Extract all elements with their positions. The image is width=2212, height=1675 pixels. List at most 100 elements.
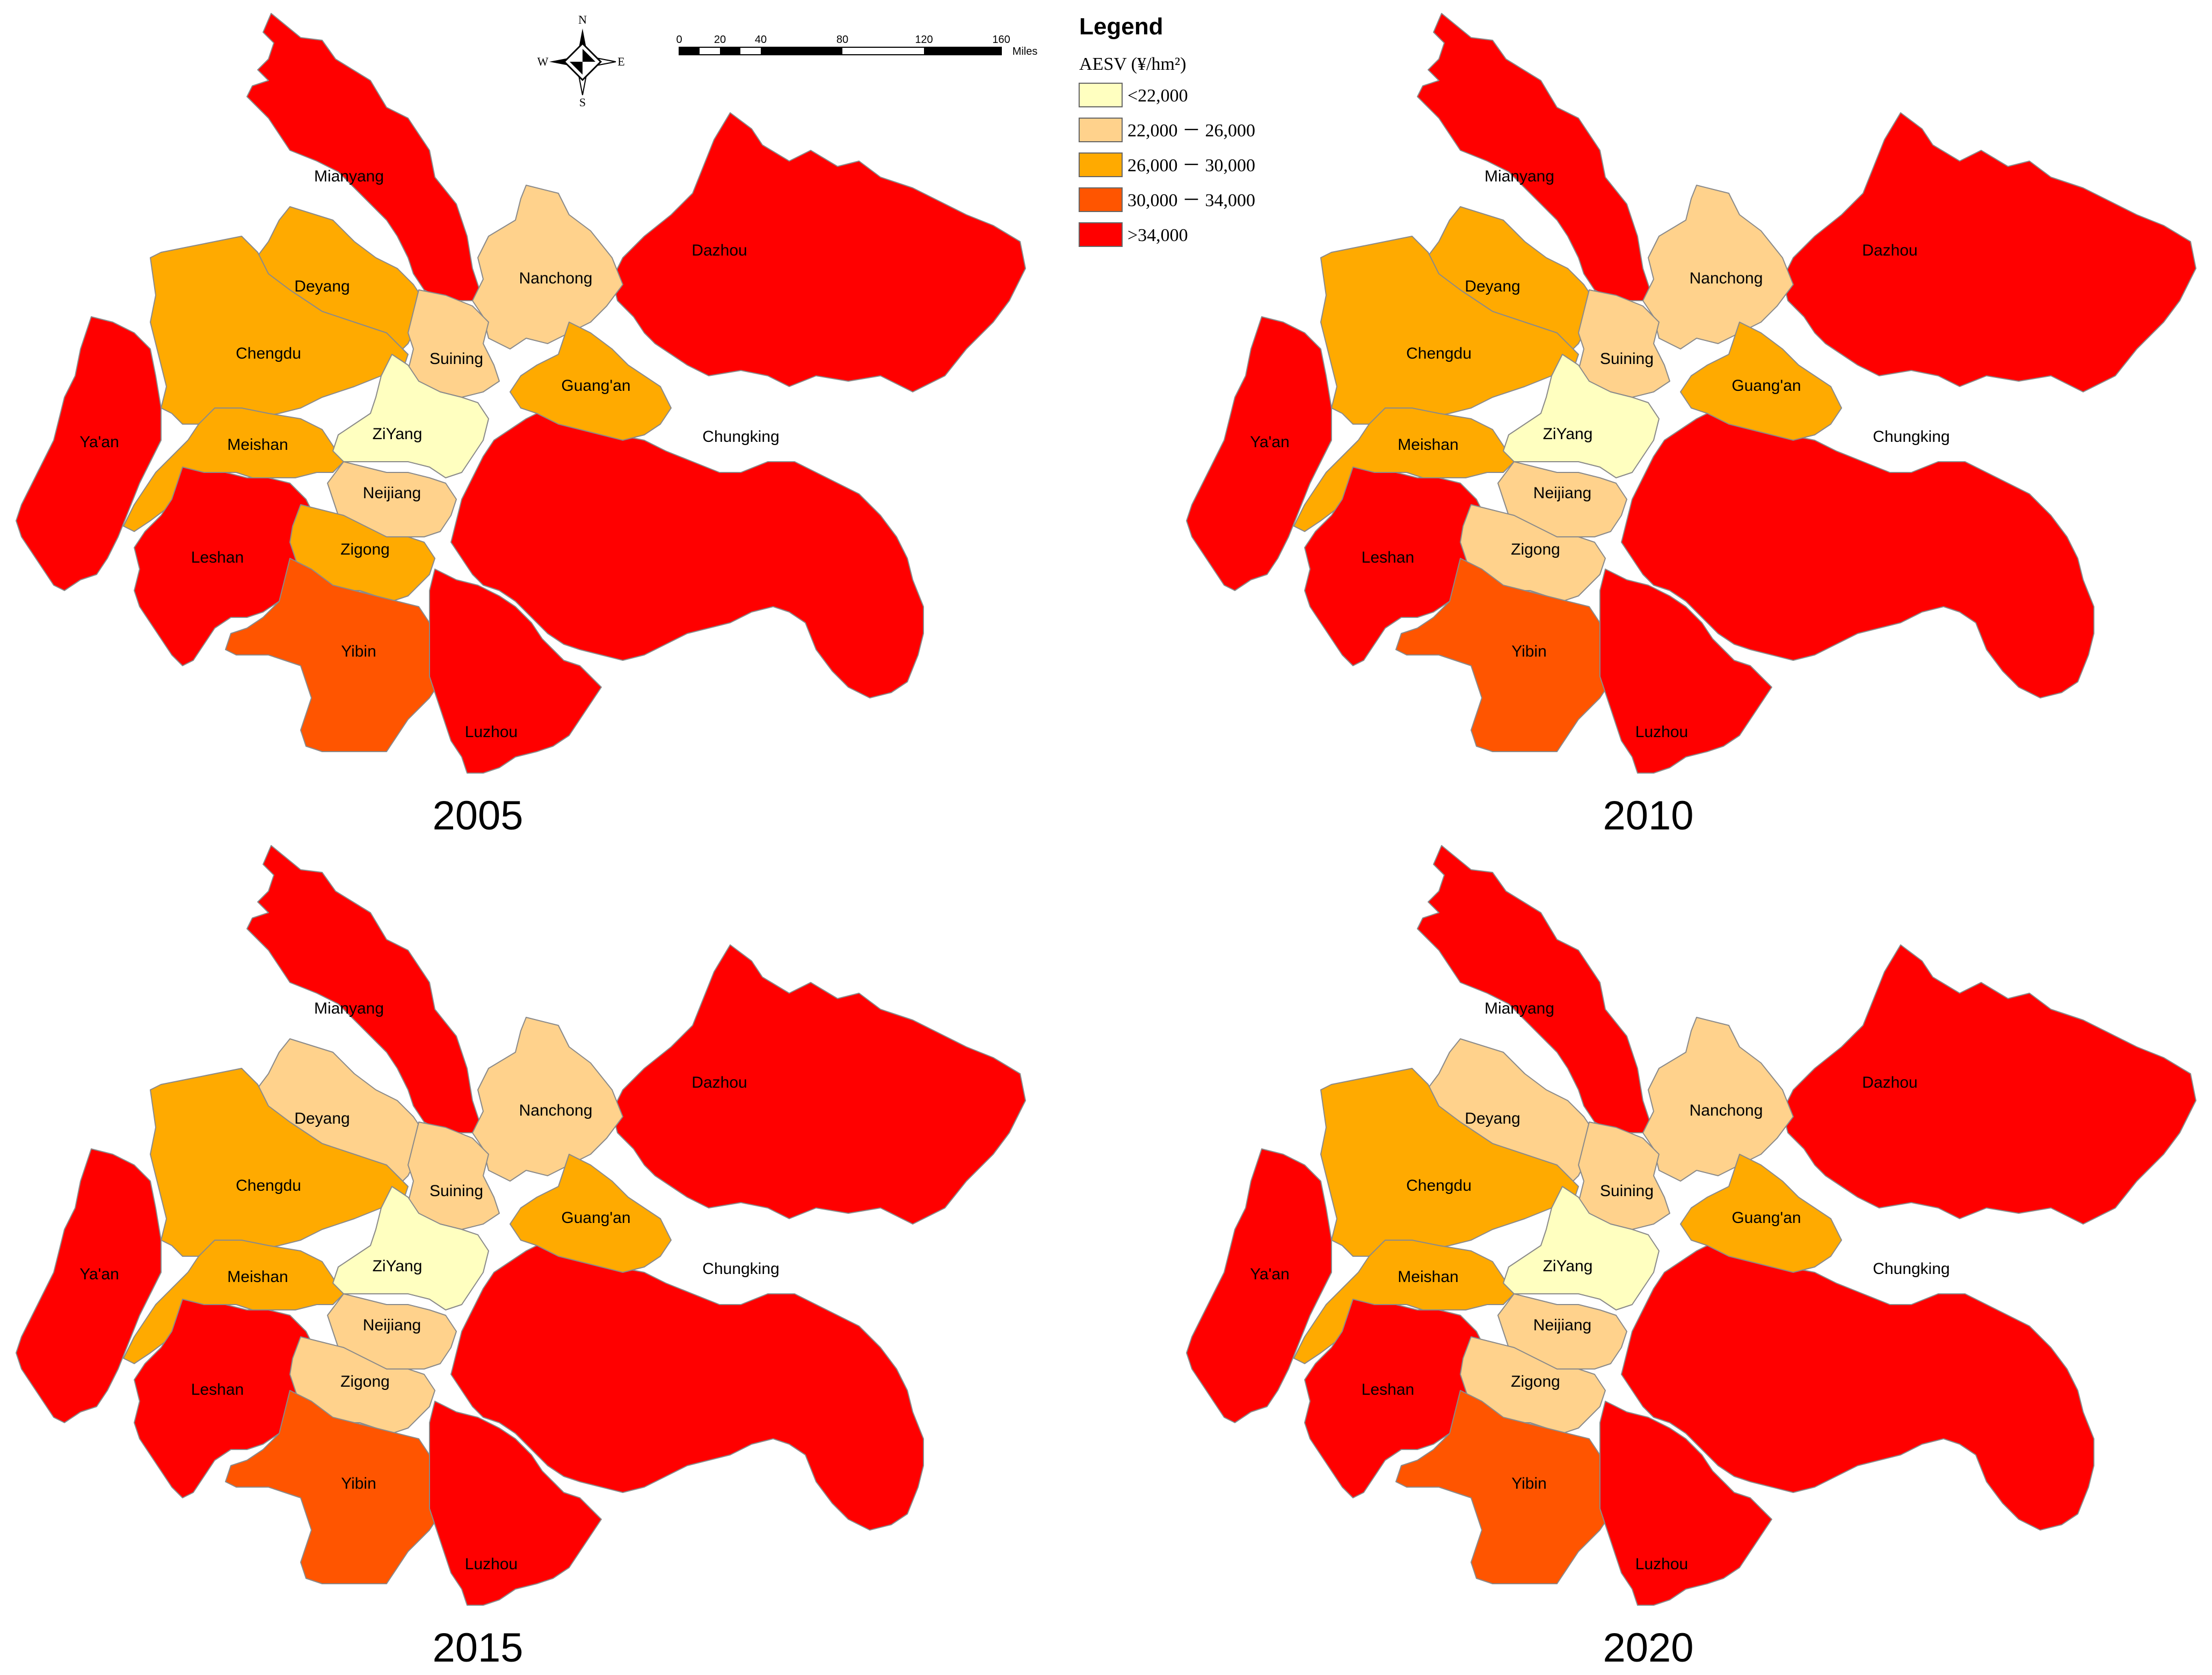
- region-nanchong: [1642, 1017, 1794, 1182]
- scale-tick-80: 80: [836, 34, 848, 46]
- region-mianyang: [246, 13, 484, 301]
- region-label-guangan: Guang'an: [1731, 377, 1801, 395]
- region-yibin: [225, 558, 441, 752]
- region-label-luzhou: Luzhou: [1635, 723, 1688, 741]
- north-arrow-icon: N S E W: [537, 13, 625, 109]
- region-leshan: [134, 467, 317, 666]
- scale-unit: Miles: [1013, 46, 1038, 57]
- compass-w-label: W: [537, 55, 549, 68]
- legend-swatch-2: [1079, 152, 1123, 177]
- region-yaan: [1186, 1148, 1332, 1423]
- region-label-luzhou: Luzhou: [465, 1555, 518, 1573]
- region-label-deyang: Deyang: [1465, 1110, 1520, 1127]
- region-mianyang: [246, 845, 484, 1133]
- region-label-deyang: Deyang: [1465, 278, 1520, 295]
- scale-bar: 0 20 40 80 120 160 Miles: [676, 34, 1037, 57]
- region-nanchong: [472, 185, 623, 349]
- region-label-mianyang: Mianyang: [314, 1000, 384, 1017]
- map-panel-2020: Dazhou Chungking Mianyang Deyang Nanchong Che…: [1186, 845, 2196, 1671]
- legend-item: <22,000: [1079, 83, 1188, 107]
- region-guangan: [510, 322, 672, 441]
- region-ziyang: [1503, 1186, 1660, 1310]
- scale-tick-40: 40: [755, 34, 767, 46]
- region-chengdu: [1320, 236, 1579, 430]
- year-label: 2015: [432, 1625, 523, 1671]
- legend-label: 26,000 － 30,000: [1127, 156, 1255, 176]
- region-label-yibin: Yibin: [341, 643, 376, 660]
- region-label-mianyang: Mianyang: [1485, 1000, 1554, 1017]
- region-dazhou: [612, 944, 1026, 1225]
- region-neijiang: [327, 461, 457, 537]
- region-dazhou: [1782, 112, 2196, 392]
- region-label-leshan: Leshan: [191, 549, 244, 566]
- region-leshan: [1304, 467, 1488, 666]
- region-label-dazhou: Dazhou: [692, 1074, 747, 1091]
- year-label: 2020: [1603, 1625, 1693, 1671]
- region-label-ziyang: ZiYang: [373, 1257, 423, 1275]
- region-chungking: [1621, 407, 2094, 698]
- region-label-zigong: Zigong: [340, 541, 390, 558]
- legend-item: 26,000 － 30,000: [1079, 152, 1255, 177]
- region-luzhou: [429, 569, 602, 774]
- legend-swatch-0: [1079, 83, 1123, 107]
- region-chungking: [1621, 1240, 2094, 1531]
- legend-swatch-4: [1079, 222, 1123, 247]
- region-chungking: [450, 407, 924, 698]
- region-ziyang: [332, 1186, 489, 1310]
- legend-label: >34,000: [1127, 225, 1188, 245]
- region-label-dazhou: Dazhou: [1862, 1074, 1917, 1091]
- region-chengdu: [1320, 1068, 1579, 1262]
- legend-item: 30,000 － 34,000: [1079, 187, 1255, 212]
- region-neijiang: [327, 1293, 457, 1370]
- compass-s-label: S: [579, 96, 586, 109]
- region-label-yibin: Yibin: [1511, 643, 1547, 660]
- region-label-suining: Suining: [1600, 1182, 1654, 1200]
- region-label-suining: Suining: [1600, 350, 1654, 368]
- region-label-neijiang: Neijiang: [1533, 484, 1591, 502]
- region-luzhou: [1599, 569, 1772, 774]
- region-label-chengdu: Chengdu: [236, 345, 301, 362]
- region-label-guangan: Guang'an: [561, 377, 630, 395]
- compass-e-label: E: [617, 55, 624, 68]
- region-label-neijiang: Neijiang: [1533, 1316, 1591, 1334]
- region-label-nanchong: Nanchong: [519, 270, 593, 287]
- region-guangan: [1680, 1154, 1842, 1273]
- region-chengdu: [150, 1068, 409, 1262]
- region-neijiang: [1497, 461, 1627, 537]
- legend-label: 22,000 － 26,000: [1127, 121, 1255, 141]
- region-label-chungking: Chungking: [1873, 428, 1949, 446]
- region-dazhou: [1782, 944, 2196, 1225]
- scale-tick-160: 160: [992, 34, 1010, 46]
- region-luzhou: [429, 1401, 602, 1606]
- scale-tick-20: 20: [714, 34, 726, 46]
- region-yaan: [16, 316, 162, 591]
- region-label-dazhou: Dazhou: [692, 242, 747, 259]
- legend-item: >34,000: [1079, 222, 1188, 247]
- region-label-guangan: Guang'an: [561, 1209, 630, 1227]
- region-neijiang: [1497, 1293, 1627, 1370]
- region-label-deyang: Deyang: [294, 1110, 350, 1127]
- region-leshan: [134, 1299, 317, 1498]
- region-label-guangan: Guang'an: [1731, 1209, 1801, 1227]
- region-yaan: [16, 1148, 162, 1423]
- region-label-meishan: Meishan: [227, 1268, 288, 1286]
- region-label-dazhou: Dazhou: [1862, 242, 1917, 259]
- region-label-suining: Suining: [430, 350, 483, 368]
- scale-tick-0: 0: [676, 34, 682, 46]
- legend-subtitle: AESV (¥/hm²): [1079, 54, 1186, 74]
- year-label: 2010: [1603, 793, 1693, 839]
- map-panel-2015: Dazhou Chungking Mianyang Deyang Nanchong Che…: [16, 845, 1026, 1671]
- region-label-leshan: Leshan: [191, 1381, 244, 1399]
- region-label-yibin: Yibin: [1511, 1475, 1547, 1492]
- region-label-chungking: Chungking: [702, 428, 779, 446]
- region-label-deyang: Deyang: [294, 278, 350, 295]
- region-label-ziyang: ZiYang: [373, 425, 423, 443]
- legend-label: 30,000 － 34,000: [1127, 191, 1255, 210]
- region-yibin: [1395, 558, 1611, 752]
- region-yibin: [1395, 1390, 1611, 1584]
- region-label-nanchong: Nanchong: [519, 1102, 593, 1119]
- region-label-chungking: Chungking: [1873, 1260, 1949, 1278]
- legend-title: Legend: [1079, 13, 1163, 40]
- region-mianyang: [1417, 13, 1654, 301]
